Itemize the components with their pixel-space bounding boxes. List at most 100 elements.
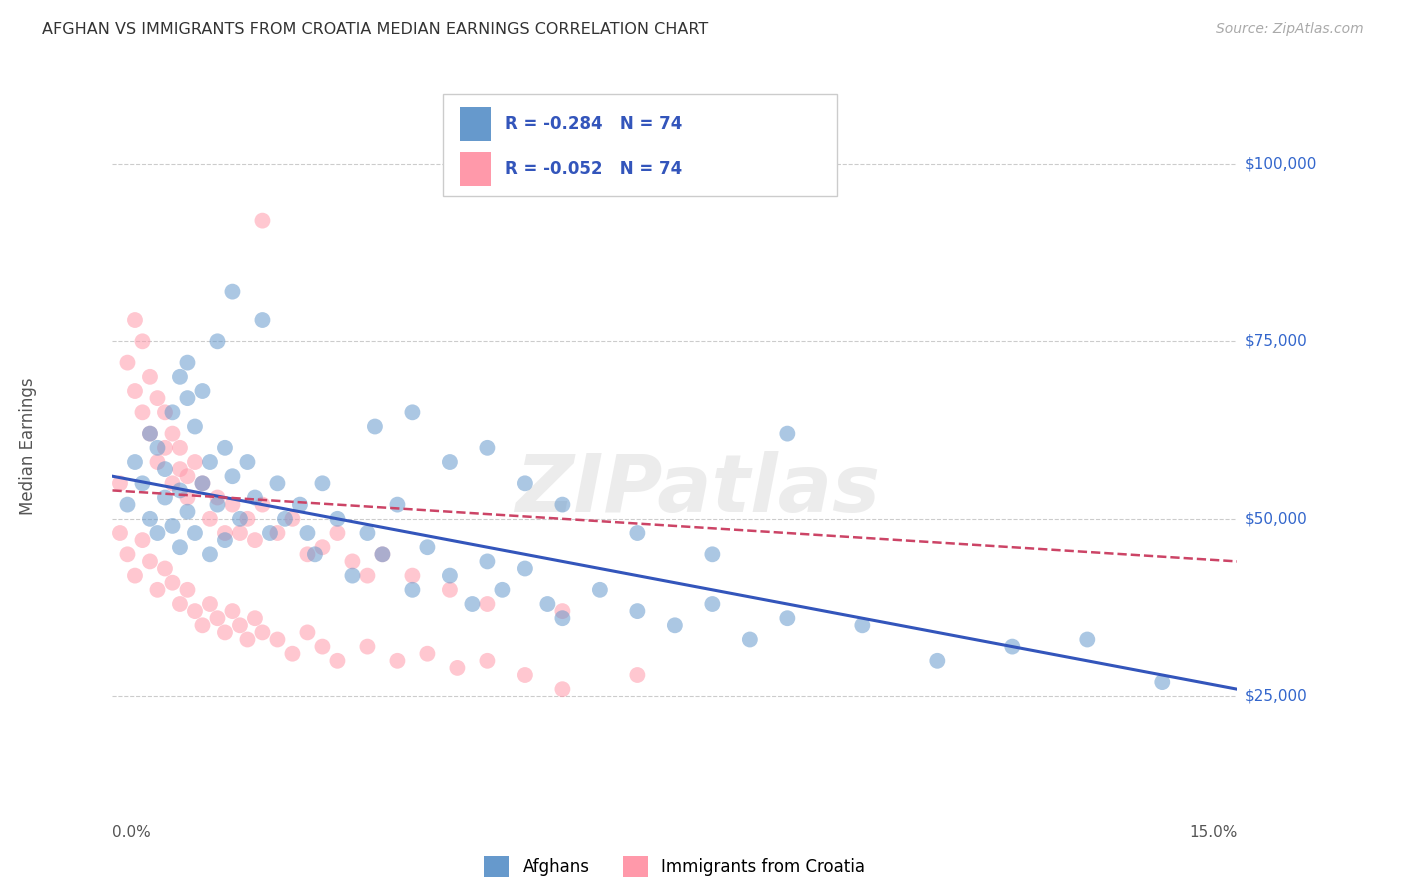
Point — [169, 597, 191, 611]
Text: Source: ZipAtlas.com: Source: ZipAtlas.com — [1216, 22, 1364, 37]
Point — [198, 512, 221, 526]
Point — [153, 462, 176, 476]
Point — [304, 547, 326, 561]
Point — [214, 526, 236, 541]
Point — [252, 625, 274, 640]
Point — [387, 498, 409, 512]
Text: Median Earnings: Median Earnings — [20, 377, 37, 515]
Text: AFGHAN VS IMMIGRANTS FROM CROATIA MEDIAN EARNINGS CORRELATION CHART: AFGHAN VS IMMIGRANTS FROM CROATIA MEDIAN… — [42, 22, 709, 37]
Point — [108, 476, 131, 491]
Point — [356, 526, 378, 541]
Point — [551, 604, 574, 618]
Point — [207, 334, 229, 349]
Point — [221, 604, 243, 618]
Point — [131, 334, 153, 349]
Point — [169, 441, 191, 455]
Point — [198, 547, 221, 561]
Point — [139, 512, 162, 526]
Point — [1001, 640, 1024, 654]
Point — [229, 618, 252, 632]
Point — [169, 483, 191, 498]
Point — [371, 547, 394, 561]
Text: 0.0%: 0.0% — [112, 825, 152, 840]
Point — [342, 554, 364, 568]
Point — [589, 582, 612, 597]
Point — [626, 526, 648, 541]
Text: $100,000: $100,000 — [1244, 156, 1316, 171]
Point — [191, 384, 214, 398]
Point — [851, 618, 873, 632]
Point — [108, 526, 131, 541]
Point — [664, 618, 686, 632]
Point — [252, 313, 274, 327]
Point — [207, 491, 229, 505]
Point — [297, 625, 319, 640]
Point — [124, 568, 146, 582]
Point — [214, 625, 236, 640]
Point — [326, 526, 349, 541]
Point — [266, 526, 288, 541]
Point — [513, 668, 536, 682]
Point — [229, 526, 252, 541]
Point — [184, 419, 207, 434]
Point — [356, 568, 378, 582]
Point — [131, 476, 153, 491]
Point — [243, 533, 266, 548]
Point — [536, 597, 558, 611]
Point — [153, 561, 176, 575]
Point — [356, 640, 378, 654]
Point — [162, 575, 184, 590]
Point — [191, 476, 214, 491]
Point — [169, 462, 191, 476]
Point — [477, 554, 499, 568]
Point — [243, 611, 266, 625]
Point — [626, 604, 648, 618]
Point — [401, 405, 423, 419]
Point — [146, 455, 169, 469]
Point — [342, 568, 364, 582]
Point — [139, 554, 162, 568]
Point — [326, 512, 349, 526]
Point — [266, 476, 288, 491]
Point — [371, 547, 394, 561]
Text: ZIPatlas: ZIPatlas — [515, 450, 880, 529]
Point — [326, 654, 349, 668]
Point — [252, 213, 274, 227]
Point — [274, 512, 297, 526]
Point — [139, 369, 162, 384]
Text: $50,000: $50,000 — [1244, 511, 1308, 526]
Point — [124, 384, 146, 398]
Point — [927, 654, 949, 668]
Point — [153, 491, 176, 505]
Point — [297, 547, 319, 561]
Point — [117, 498, 139, 512]
Point — [124, 455, 146, 469]
Point — [491, 582, 513, 597]
Point — [702, 597, 724, 611]
Point — [162, 405, 184, 419]
Point — [214, 533, 236, 548]
Text: $25,000: $25,000 — [1244, 689, 1308, 704]
Point — [626, 668, 648, 682]
Point — [184, 526, 207, 541]
Text: R = -0.052   N = 74: R = -0.052 N = 74 — [505, 160, 682, 178]
Point — [131, 405, 153, 419]
Point — [169, 369, 191, 384]
Point — [191, 476, 214, 491]
Point — [513, 561, 536, 575]
Point — [184, 604, 207, 618]
Point — [439, 568, 461, 582]
Text: 15.0%: 15.0% — [1189, 825, 1237, 840]
Point — [153, 405, 176, 419]
Point — [281, 512, 304, 526]
Point — [477, 597, 499, 611]
Point — [477, 441, 499, 455]
Point — [146, 582, 169, 597]
Point — [1152, 675, 1174, 690]
Point — [176, 391, 198, 405]
Point — [776, 426, 799, 441]
Point — [281, 647, 304, 661]
Point — [477, 654, 499, 668]
Point — [461, 597, 484, 611]
Point — [297, 526, 319, 541]
